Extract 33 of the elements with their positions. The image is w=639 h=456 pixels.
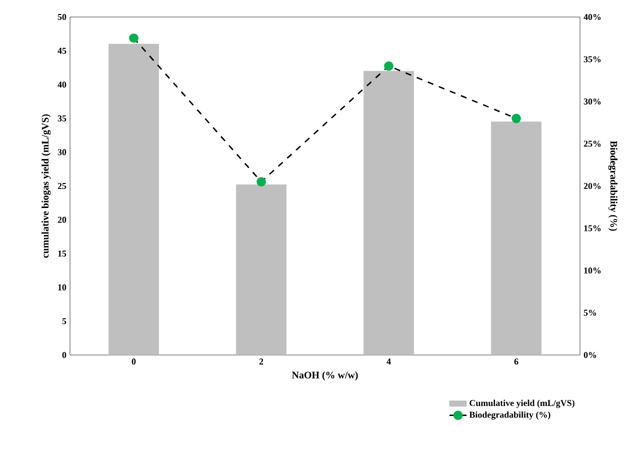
point (512, 114, 521, 124)
y-tick-label: 5 (62, 318, 66, 324)
y-tick-label: 10 (58, 284, 66, 290)
y2-tick-label: 35% (584, 56, 601, 62)
x-tick-label: 4 (386, 358, 391, 364)
y-tick-label: 0 (62, 352, 66, 358)
y-tick-label: 45 (58, 48, 66, 54)
legend-label: Biodegradability (%) (469, 411, 550, 420)
x-tick-label: 2 (259, 358, 264, 364)
y2-tick-label: 20% (584, 182, 601, 190)
point (129, 33, 138, 43)
y-tick-label: 30 (58, 149, 66, 156)
y2-tick-label: 40% (584, 14, 601, 20)
y-tick-label: 50 (58, 14, 66, 20)
y-tick-label: 25 (58, 182, 66, 190)
y2-tick-label: 15% (584, 225, 601, 232)
y2-axis-title: Biodegradability (%) (608, 140, 618, 231)
point (384, 61, 394, 71)
y2-tick-label: 5% (584, 310, 596, 316)
x-tick-label: 0 (132, 358, 136, 365)
y2-tick-label: 10% (584, 267, 601, 274)
y-tick-label: 35 (58, 115, 66, 122)
y2-tick-label: 30% (584, 98, 601, 105)
legend-label: Cumulative yield (mL/gVS) (470, 400, 574, 408)
y-tick-label: 15 (58, 250, 66, 257)
y-axis-title: cumulative biogas yield (mL/gVS) (42, 114, 51, 258)
y2-tick-label: 25% (584, 140, 601, 147)
x-tick-label: 6 (514, 358, 518, 365)
y-tick-label: 40 (58, 82, 66, 88)
x-axis-title: NaOH (% w/w) (292, 371, 358, 380)
y-tick-label: 20 (58, 216, 66, 223)
y2-tick-label: 0% (584, 352, 596, 358)
point (256, 177, 266, 186)
